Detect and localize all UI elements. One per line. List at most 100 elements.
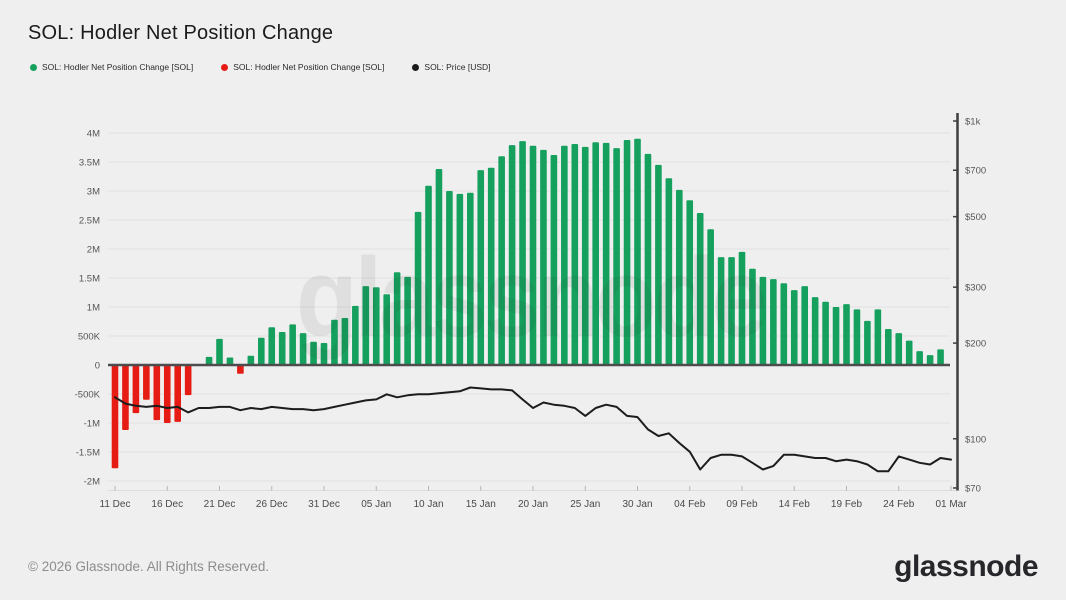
hodl-net-position-bar: [508, 145, 516, 365]
hodl-net-position-bar: [916, 351, 923, 365]
hodl-net-position-bar: [655, 164, 662, 365]
left-axis-tick-label: 2M: [87, 245, 100, 256]
hodl-net-position-bar: [435, 168, 443, 365]
right-axis-tick-label: $200: [965, 339, 986, 350]
hodl-net-position-bar: [937, 349, 944, 365]
hodl-net-position-bar: [268, 327, 276, 365]
hodl-net-position-bar: [310, 341, 317, 365]
right-axis-tick-label: $300: [965, 283, 986, 294]
hodl-net-position-bar: [132, 365, 140, 414]
hodl-net-position-bar: [487, 167, 495, 365]
left-axis-tick-label: -500K: [75, 390, 101, 401]
hodl-net-position-bar: [895, 333, 903, 365]
hodl-net-position-bar: [122, 365, 129, 430]
left-axis-tick-label: 1.5M: [79, 274, 100, 285]
hodl-net-position-bar: [529, 145, 537, 365]
hodl-net-position-bar: [456, 193, 464, 365]
hodl-net-position-bar: [780, 283, 788, 365]
hodl-net-position-bar: [414, 211, 422, 365]
hodl-net-position-bar: [561, 145, 568, 365]
hodl-net-position-bar: [477, 170, 485, 365]
hodl-net-position-bar: [143, 365, 150, 400]
legend-dot-icon: [412, 63, 420, 71]
left-axis-tick-label: -1M: [84, 419, 100, 430]
right-axis-tick-label: $70: [965, 483, 981, 494]
hodl-net-position-bar: [383, 294, 390, 365]
hodl-net-position-bar: [153, 365, 161, 421]
hodl-net-position-bar: [811, 297, 819, 365]
hodl-net-position-bar: [676, 189, 683, 365]
hodl-net-position-bar: [581, 146, 589, 365]
hodl-net-position-bar: [801, 286, 808, 365]
left-axis-tick-label: -1.5M: [76, 448, 100, 459]
left-axis-tick-label: 3M: [87, 187, 100, 198]
hodl-net-position-bar: [790, 290, 798, 365]
hodl-net-position-bar: [247, 355, 255, 365]
hodl-net-position-bar: [226, 357, 234, 365]
left-axis-tick-label: 2.5M: [79, 216, 100, 227]
hodl-net-position-bar: [258, 337, 265, 365]
x-axis-tick-label: 16 Dec: [151, 499, 183, 510]
hodl-net-position-bar: [540, 149, 547, 365]
hodl-net-position-bar: [686, 200, 694, 365]
hodl-net-position-bar: [623, 139, 631, 365]
legend-item-1[interactable]: SOL: Hodler Net Position Change [SOL]: [221, 62, 384, 72]
left-axis-tick-label: 1M: [87, 303, 100, 314]
legend-dot-icon: [221, 63, 229, 71]
price-line: [114, 386, 952, 473]
legend-item-label: SOL: Hodler Net Position Change [SOL]: [233, 62, 385, 72]
hodl-net-position-bar: [299, 333, 307, 365]
hodl-net-position-bar: [832, 307, 840, 365]
hodl-net-position-bar: [864, 320, 871, 365]
hodl-net-position-bar: [341, 318, 349, 365]
legend-item-2[interactable]: SOL: Price [USD]: [412, 62, 491, 72]
right-axis-tick-label: $500: [965, 212, 986, 223]
hodl-net-position-bar: [634, 138, 641, 365]
hodl-net-position-bar: [738, 251, 746, 365]
hodl-net-position-bar: [320, 342, 328, 365]
hodl-net-position-bar: [216, 338, 223, 365]
hodl-net-position-bar: [707, 229, 714, 365]
hodl-net-position-bar: [174, 365, 181, 422]
hodl-net-position-bar: [874, 309, 882, 365]
left-axis-tick-label: 3.5M: [79, 158, 100, 169]
hodl-net-position-bar: [498, 156, 505, 365]
legend-item-0[interactable]: SOL: Hodler Net Position Change [SOL]: [30, 62, 193, 72]
hodl-net-position-bar: [425, 185, 432, 365]
hodl-net-position-bar: [770, 279, 777, 365]
x-axis-tick-label: 01 Mar: [935, 499, 967, 510]
x-axis-tick-label: 24 Feb: [883, 499, 915, 510]
x-axis-tick-label: 14 Feb: [779, 499, 811, 510]
hodl-net-position-bar: [759, 276, 767, 365]
copyright-text: © 2026 Glassnode. All Rights Reserved.: [28, 559, 270, 574]
hodl-net-position-bar: [237, 365, 244, 374]
watermark: glassnode: [296, 235, 765, 360]
hodl-net-position-bar: [885, 329, 892, 365]
left-axis-tick-label: 500K: [78, 332, 101, 343]
hodl-net-position-bar: [289, 324, 296, 365]
x-axis-tick-label: 26 Dec: [256, 499, 288, 510]
x-axis-tick-label: 11 Dec: [100, 499, 131, 510]
hodl-net-position-bar: [822, 301, 829, 365]
hodl-net-position-bar: [393, 272, 401, 365]
x-axis-tick-label: 15 Jan: [466, 499, 496, 510]
x-axis-tick-label: 09 Feb: [726, 499, 758, 510]
hodl-net-position-bar: [926, 355, 934, 365]
x-axis-tick-label: 05 Jan: [361, 499, 391, 510]
hodl-net-position-bar: [467, 192, 474, 365]
legend-item-label: SOL: Price [USD]: [424, 62, 491, 72]
left-axis-tick-label: -2M: [84, 477, 100, 488]
right-axis-tick-label: $700: [965, 166, 986, 177]
legend-dot-icon: [30, 63, 37, 71]
glassnode-logo: glassnode: [894, 550, 1038, 583]
hodl-net-position-bar: [362, 286, 370, 365]
hodl-net-position-bar: [905, 340, 913, 365]
hodl-net-position-bar: [205, 356, 213, 365]
right-axis-tick-label: $1k: [965, 117, 981, 128]
hodl-net-position-bar: [602, 142, 610, 365]
hodl-net-position-bar: [519, 141, 526, 365]
hodl-net-position-bar: [184, 365, 192, 396]
x-axis-tick-label: 10 Jan: [413, 499, 443, 510]
left-axis-tick-label: 4M: [87, 129, 100, 140]
hodl-net-position-bar: [278, 331, 286, 365]
